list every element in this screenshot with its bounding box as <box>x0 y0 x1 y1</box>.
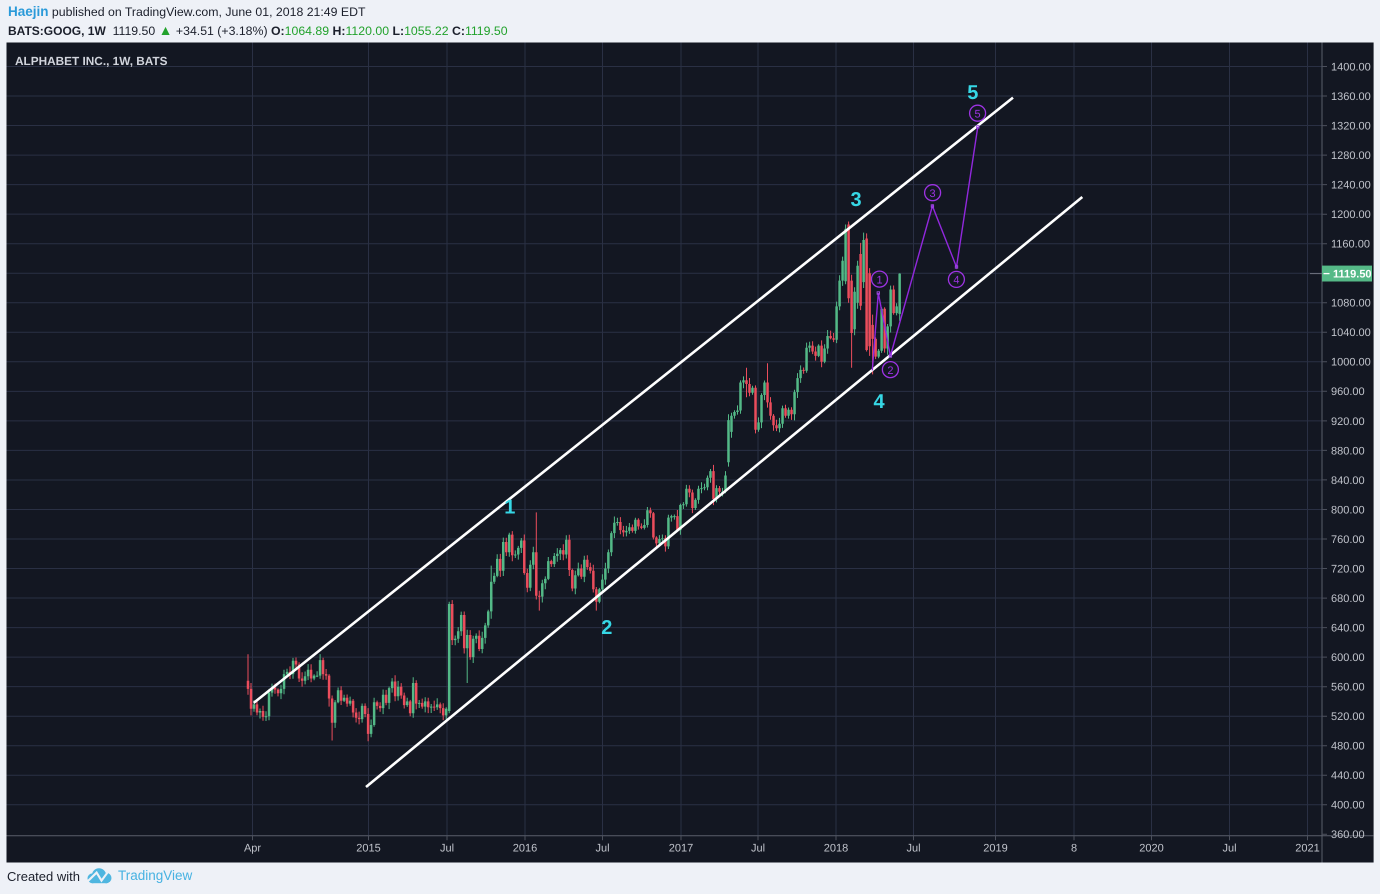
svg-text:Jul: Jul <box>440 843 454 855</box>
svg-text:1040.00: 1040.00 <box>1331 327 1371 339</box>
svg-text:960.00: 960.00 <box>1331 386 1365 398</box>
svg-text:3: 3 <box>930 188 936 200</box>
svg-text:520.00: 520.00 <box>1331 711 1365 723</box>
svg-text:2020: 2020 <box>1139 843 1163 855</box>
svg-text:2: 2 <box>887 365 893 377</box>
svg-text:2: 2 <box>601 617 612 639</box>
svg-text:2015: 2015 <box>356 843 380 855</box>
svg-text:1360.00: 1360.00 <box>1331 91 1371 103</box>
svg-text:2018: 2018 <box>824 843 848 855</box>
svg-text:1320.00: 1320.00 <box>1331 121 1371 133</box>
svg-text:1: 1 <box>504 497 515 519</box>
svg-text:1080.00: 1080.00 <box>1331 298 1371 310</box>
svg-text:Jul: Jul <box>751 843 765 855</box>
svg-text:3: 3 <box>850 189 861 211</box>
svg-text:840.00: 840.00 <box>1331 475 1365 487</box>
svg-text:360.00: 360.00 <box>1331 829 1365 841</box>
svg-text:800.00: 800.00 <box>1331 504 1365 516</box>
svg-text:440.00: 440.00 <box>1331 770 1365 782</box>
svg-text:600.00: 600.00 <box>1331 652 1365 664</box>
svg-text:1000.00: 1000.00 <box>1331 357 1371 369</box>
svg-text:2019: 2019 <box>983 843 1007 855</box>
svg-text:480.00: 480.00 <box>1331 741 1365 753</box>
svg-text:1400.00: 1400.00 <box>1331 61 1371 73</box>
svg-text:4: 4 <box>953 275 959 287</box>
svg-text:560.00: 560.00 <box>1331 682 1365 694</box>
svg-text:5: 5 <box>975 108 981 120</box>
svg-text:Apr: Apr <box>244 843 261 855</box>
svg-text:4: 4 <box>873 391 885 413</box>
svg-text:Jul: Jul <box>906 843 920 855</box>
svg-text:880.00: 880.00 <box>1331 445 1365 457</box>
svg-text:1280.00: 1280.00 <box>1331 150 1371 162</box>
svg-text:760.00: 760.00 <box>1331 534 1365 546</box>
svg-text:ALPHABET INC., 1W, BATS: ALPHABET INC., 1W, BATS <box>15 54 168 68</box>
svg-text:1160.00: 1160.00 <box>1331 239 1370 251</box>
svg-text:Jul: Jul <box>1222 843 1236 855</box>
svg-text:2017: 2017 <box>669 843 693 855</box>
svg-text:8: 8 <box>1071 843 1077 855</box>
svg-text:2016: 2016 <box>513 843 537 855</box>
svg-text:720.00: 720.00 <box>1331 563 1365 575</box>
svg-text:640.00: 640.00 <box>1331 623 1365 635</box>
svg-text:680.00: 680.00 <box>1331 593 1365 605</box>
svg-text:920.00: 920.00 <box>1331 416 1365 428</box>
svg-text:1200.00: 1200.00 <box>1331 209 1371 221</box>
svg-text:Jul: Jul <box>595 843 609 855</box>
svg-text:5: 5 <box>967 82 978 104</box>
svg-text:1119.50: 1119.50 <box>1333 269 1372 281</box>
svg-text:400.00: 400.00 <box>1331 800 1365 812</box>
svg-text:1240.00: 1240.00 <box>1331 180 1371 192</box>
svg-text:1: 1 <box>876 274 882 286</box>
svg-text:2021: 2021 <box>1295 843 1319 855</box>
